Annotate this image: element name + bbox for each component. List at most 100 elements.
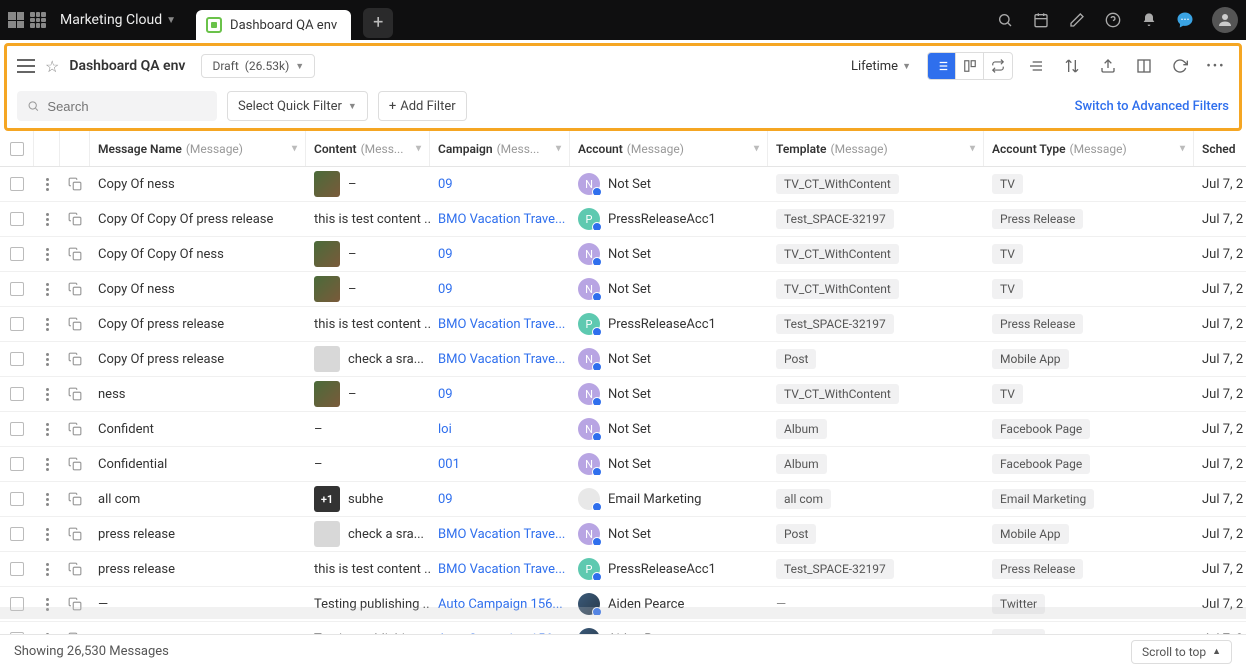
campaign-cell[interactable]: BMO Vacation Trave... — [430, 212, 570, 227]
search-icon[interactable] — [996, 11, 1014, 29]
row-duplicate-cell[interactable] — [60, 457, 90, 471]
row-duplicate-cell[interactable] — [60, 492, 90, 506]
advanced-filters-link[interactable]: Switch to Advanced Filters — [1075, 99, 1229, 114]
row-menu-cell[interactable] — [34, 563, 60, 576]
row-duplicate-cell[interactable] — [60, 562, 90, 576]
refresh-icon[interactable] — [1167, 58, 1193, 74]
kebab-icon[interactable] — [46, 353, 49, 366]
table-row[interactable]: Confidential–001NNot SetAlbumFacebook Pa… — [0, 447, 1246, 482]
duplicate-icon[interactable] — [68, 247, 82, 261]
campaign-link[interactable]: BMO Vacation Trave... — [438, 527, 565, 542]
horizontal-scrollbar[interactable] — [0, 607, 1246, 619]
checkbox-icon[interactable] — [10, 457, 24, 471]
campaign-link[interactable]: 09 — [438, 492, 453, 507]
calendar-icon[interactable] — [1032, 11, 1050, 29]
row-duplicate-cell[interactable] — [60, 317, 90, 331]
col-message-name[interactable]: Message Name(Message)▾ — [90, 131, 306, 166]
sort-icon[interactable]: ▾ — [970, 143, 975, 154]
col-campaign[interactable]: Campaign(Mess...▾ — [430, 131, 570, 166]
row-menu-cell[interactable] — [34, 248, 60, 261]
row-checkbox-cell[interactable] — [0, 387, 34, 401]
campaign-link[interactable]: BMO Vacation Trave... — [438, 317, 565, 332]
duplicate-icon[interactable] — [68, 317, 82, 331]
sort-icon[interactable]: ▾ — [556, 143, 561, 154]
duplicate-icon[interactable] — [68, 457, 82, 471]
compare-view-button[interactable] — [984, 53, 1012, 79]
account-type-tag[interactable]: Facebook Page — [992, 454, 1090, 474]
checkbox-icon[interactable] — [10, 527, 24, 541]
select-all-header[interactable] — [0, 131, 34, 166]
checkbox-icon[interactable] — [10, 422, 24, 436]
campaign-cell[interactable]: BMO Vacation Trave... — [430, 317, 570, 332]
col-account[interactable]: Account(Message)▾ — [570, 131, 768, 166]
kebab-icon[interactable] — [46, 458, 49, 471]
template-tag[interactable]: all com — [776, 489, 831, 509]
template-tag[interactable]: Test_SPACE-32197 — [776, 314, 894, 334]
campaign-link[interactable]: 09 — [438, 282, 453, 297]
kebab-icon[interactable] — [46, 528, 49, 541]
row-duplicate-cell[interactable] — [60, 282, 90, 296]
template-tag[interactable]: TV_CT_WithContent — [776, 174, 899, 194]
sort-icon[interactable] — [1059, 58, 1085, 74]
add-filter-button[interactable]: + Add Filter — [378, 91, 467, 121]
account-type-tag[interactable]: TV — [992, 384, 1023, 404]
row-duplicate-cell[interactable] — [60, 527, 90, 541]
bell-icon[interactable] — [1140, 11, 1158, 29]
account-type-tag[interactable]: TV — [992, 244, 1023, 264]
row-menu-cell[interactable] — [34, 353, 60, 366]
grid-menu-icon[interactable] — [30, 12, 46, 28]
template-tag[interactable]: Album — [776, 454, 827, 474]
kebab-icon[interactable] — [46, 248, 49, 261]
template-tag[interactable]: Album — [776, 419, 827, 439]
favorite-star-icon[interactable]: ☆ — [45, 57, 59, 76]
table-row[interactable]: Copy Of Copy Of ness–09NNot SetTV_CT_Wit… — [0, 237, 1246, 272]
campaign-link[interactable]: loi — [438, 422, 452, 437]
row-checkbox-cell[interactable] — [0, 212, 34, 226]
sort-icon[interactable]: ▾ — [754, 143, 759, 154]
duplicate-icon[interactable] — [68, 492, 82, 506]
row-menu-cell[interactable] — [34, 423, 60, 436]
checkbox-icon[interactable] — [10, 492, 24, 506]
checkbox-icon[interactable] — [10, 142, 24, 156]
account-type-tag[interactable]: Press Release — [992, 559, 1083, 579]
account-type-tag[interactable]: Press Release — [992, 314, 1083, 334]
campaign-link[interactable]: BMO Vacation Trave... — [438, 562, 565, 577]
row-checkbox-cell[interactable] — [0, 457, 34, 471]
scroll-to-top-button[interactable]: Scroll to top ▲ — [1131, 640, 1232, 664]
kebab-icon[interactable] — [46, 213, 49, 226]
row-duplicate-cell[interactable] — [60, 177, 90, 191]
duplicate-icon[interactable] — [68, 422, 82, 436]
campaign-link[interactable]: 09 — [438, 247, 453, 262]
user-avatar[interactable] — [1212, 7, 1238, 33]
table-row[interactable]: ness–09NNot SetTV_CT_WithContentTVJul 7,… — [0, 377, 1246, 412]
row-checkbox-cell[interactable] — [0, 177, 34, 191]
chat-icon[interactable] — [1176, 11, 1194, 29]
row-checkbox-cell[interactable] — [0, 527, 34, 541]
search-input[interactable] — [47, 99, 207, 114]
kebab-icon[interactable] — [46, 388, 49, 401]
duplicate-icon[interactable] — [68, 352, 82, 366]
row-checkbox-cell[interactable] — [0, 352, 34, 366]
row-checkbox-cell[interactable] — [0, 247, 34, 261]
row-menu-cell[interactable] — [34, 493, 60, 506]
campaign-cell[interactable]: 09 — [430, 177, 570, 192]
quick-filter-select[interactable]: Select Quick Filter ▼ — [227, 91, 368, 121]
template-tag[interactable]: TV_CT_WithContent — [776, 384, 899, 404]
kebab-icon[interactable] — [46, 283, 49, 296]
help-icon[interactable] — [1104, 11, 1122, 29]
campaign-cell[interactable]: 001 — [430, 457, 570, 472]
sort-icon[interactable]: ▾ — [292, 143, 297, 154]
campaign-cell[interactable]: 09 — [430, 247, 570, 262]
row-duplicate-cell[interactable] — [60, 387, 90, 401]
campaign-cell[interactable]: 09 — [430, 387, 570, 402]
template-tag[interactable]: TV_CT_WithContent — [776, 244, 899, 264]
row-menu-cell[interactable] — [34, 528, 60, 541]
account-type-tag[interactable]: Mobile App — [992, 349, 1069, 369]
campaign-link[interactable]: BMO Vacation Trave... — [438, 212, 565, 227]
table-row[interactable]: Copy Of press releasecheck a sra...BMO V… — [0, 342, 1246, 377]
sort-icon[interactable]: ▾ — [416, 143, 421, 154]
table-row[interactable]: Copy Of ness–09NNot SetTV_CT_WithContent… — [0, 167, 1246, 202]
kebab-icon[interactable] — [46, 178, 49, 191]
duplicate-icon[interactable] — [68, 177, 82, 191]
campaign-cell[interactable]: 09 — [430, 492, 570, 507]
